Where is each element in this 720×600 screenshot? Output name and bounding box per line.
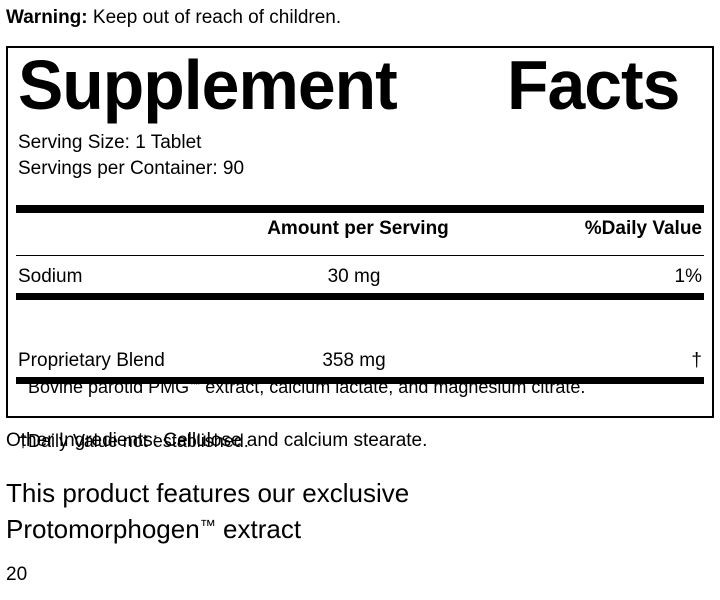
other-ingredients: Other Ingredients: Cellulose and calcium… <box>6 430 428 451</box>
table-row: Proprietary Blend 358 mg † <box>18 346 702 376</box>
features-line-2-pre: Protomorphogen <box>6 514 200 544</box>
rule-below-sodium <box>16 293 704 300</box>
servings-per-container: Servings per Container: 90 <box>18 158 245 179</box>
serving-info: Serving Size: 1 Tablet Servings per Cont… <box>18 130 244 182</box>
rule-above-headers <box>16 205 704 213</box>
serving-size: Serving Size: 1 Tablet <box>18 132 202 153</box>
nutrient-name: Sodium <box>18 266 83 287</box>
product-features: This product features our exclusive Prot… <box>6 475 706 547</box>
supplement-facts-inner: Supplement Facts Serving Size: 1 Tablet … <box>8 48 712 451</box>
header-daily-value: %Daily Value <box>584 218 702 239</box>
title-word-supplement: Supplement <box>17 46 398 124</box>
rule-below-headers <box>16 255 704 256</box>
table-header-row: Amount per Serving %Daily Value <box>18 214 702 244</box>
nutrient-name: Proprietary Blend <box>18 350 165 371</box>
supplement-facts-title: Supplement Facts <box>16 50 683 120</box>
nutrient-amount: 358 mg <box>322 350 386 371</box>
title-word-facts: Facts <box>506 46 681 124</box>
warning-text: Keep out of reach of children. <box>87 7 342 28</box>
rule-below-blend <box>16 377 704 384</box>
warning-label: Warning: <box>6 7 88 28</box>
trademark-icon: ™ <box>189 378 201 391</box>
table-row: Sodium 30 mg 1% <box>18 262 702 292</box>
header-amount-per-serving: Amount per Serving <box>267 218 449 239</box>
features-line-2: Protomorphogen™ extract <box>6 511 706 547</box>
nutrient-daily-value: † <box>691 350 702 371</box>
trademark-icon: ™ <box>199 516 216 535</box>
warning-line: Warning: Keep out of reach of children. <box>6 6 341 30</box>
features-line-1: This product features our exclusive <box>6 478 410 508</box>
nutrient-amount: 30 mg <box>327 266 381 287</box>
page-number: 20 <box>6 564 28 585</box>
nutrient-daily-value: 1% <box>674 266 702 287</box>
supplement-facts-panel: Supplement Facts Serving Size: 1 Tablet … <box>6 46 714 451</box>
features-line-2-post: extract <box>215 514 302 544</box>
daily-value-footnote: †Daily Value not established. <box>18 431 249 451</box>
